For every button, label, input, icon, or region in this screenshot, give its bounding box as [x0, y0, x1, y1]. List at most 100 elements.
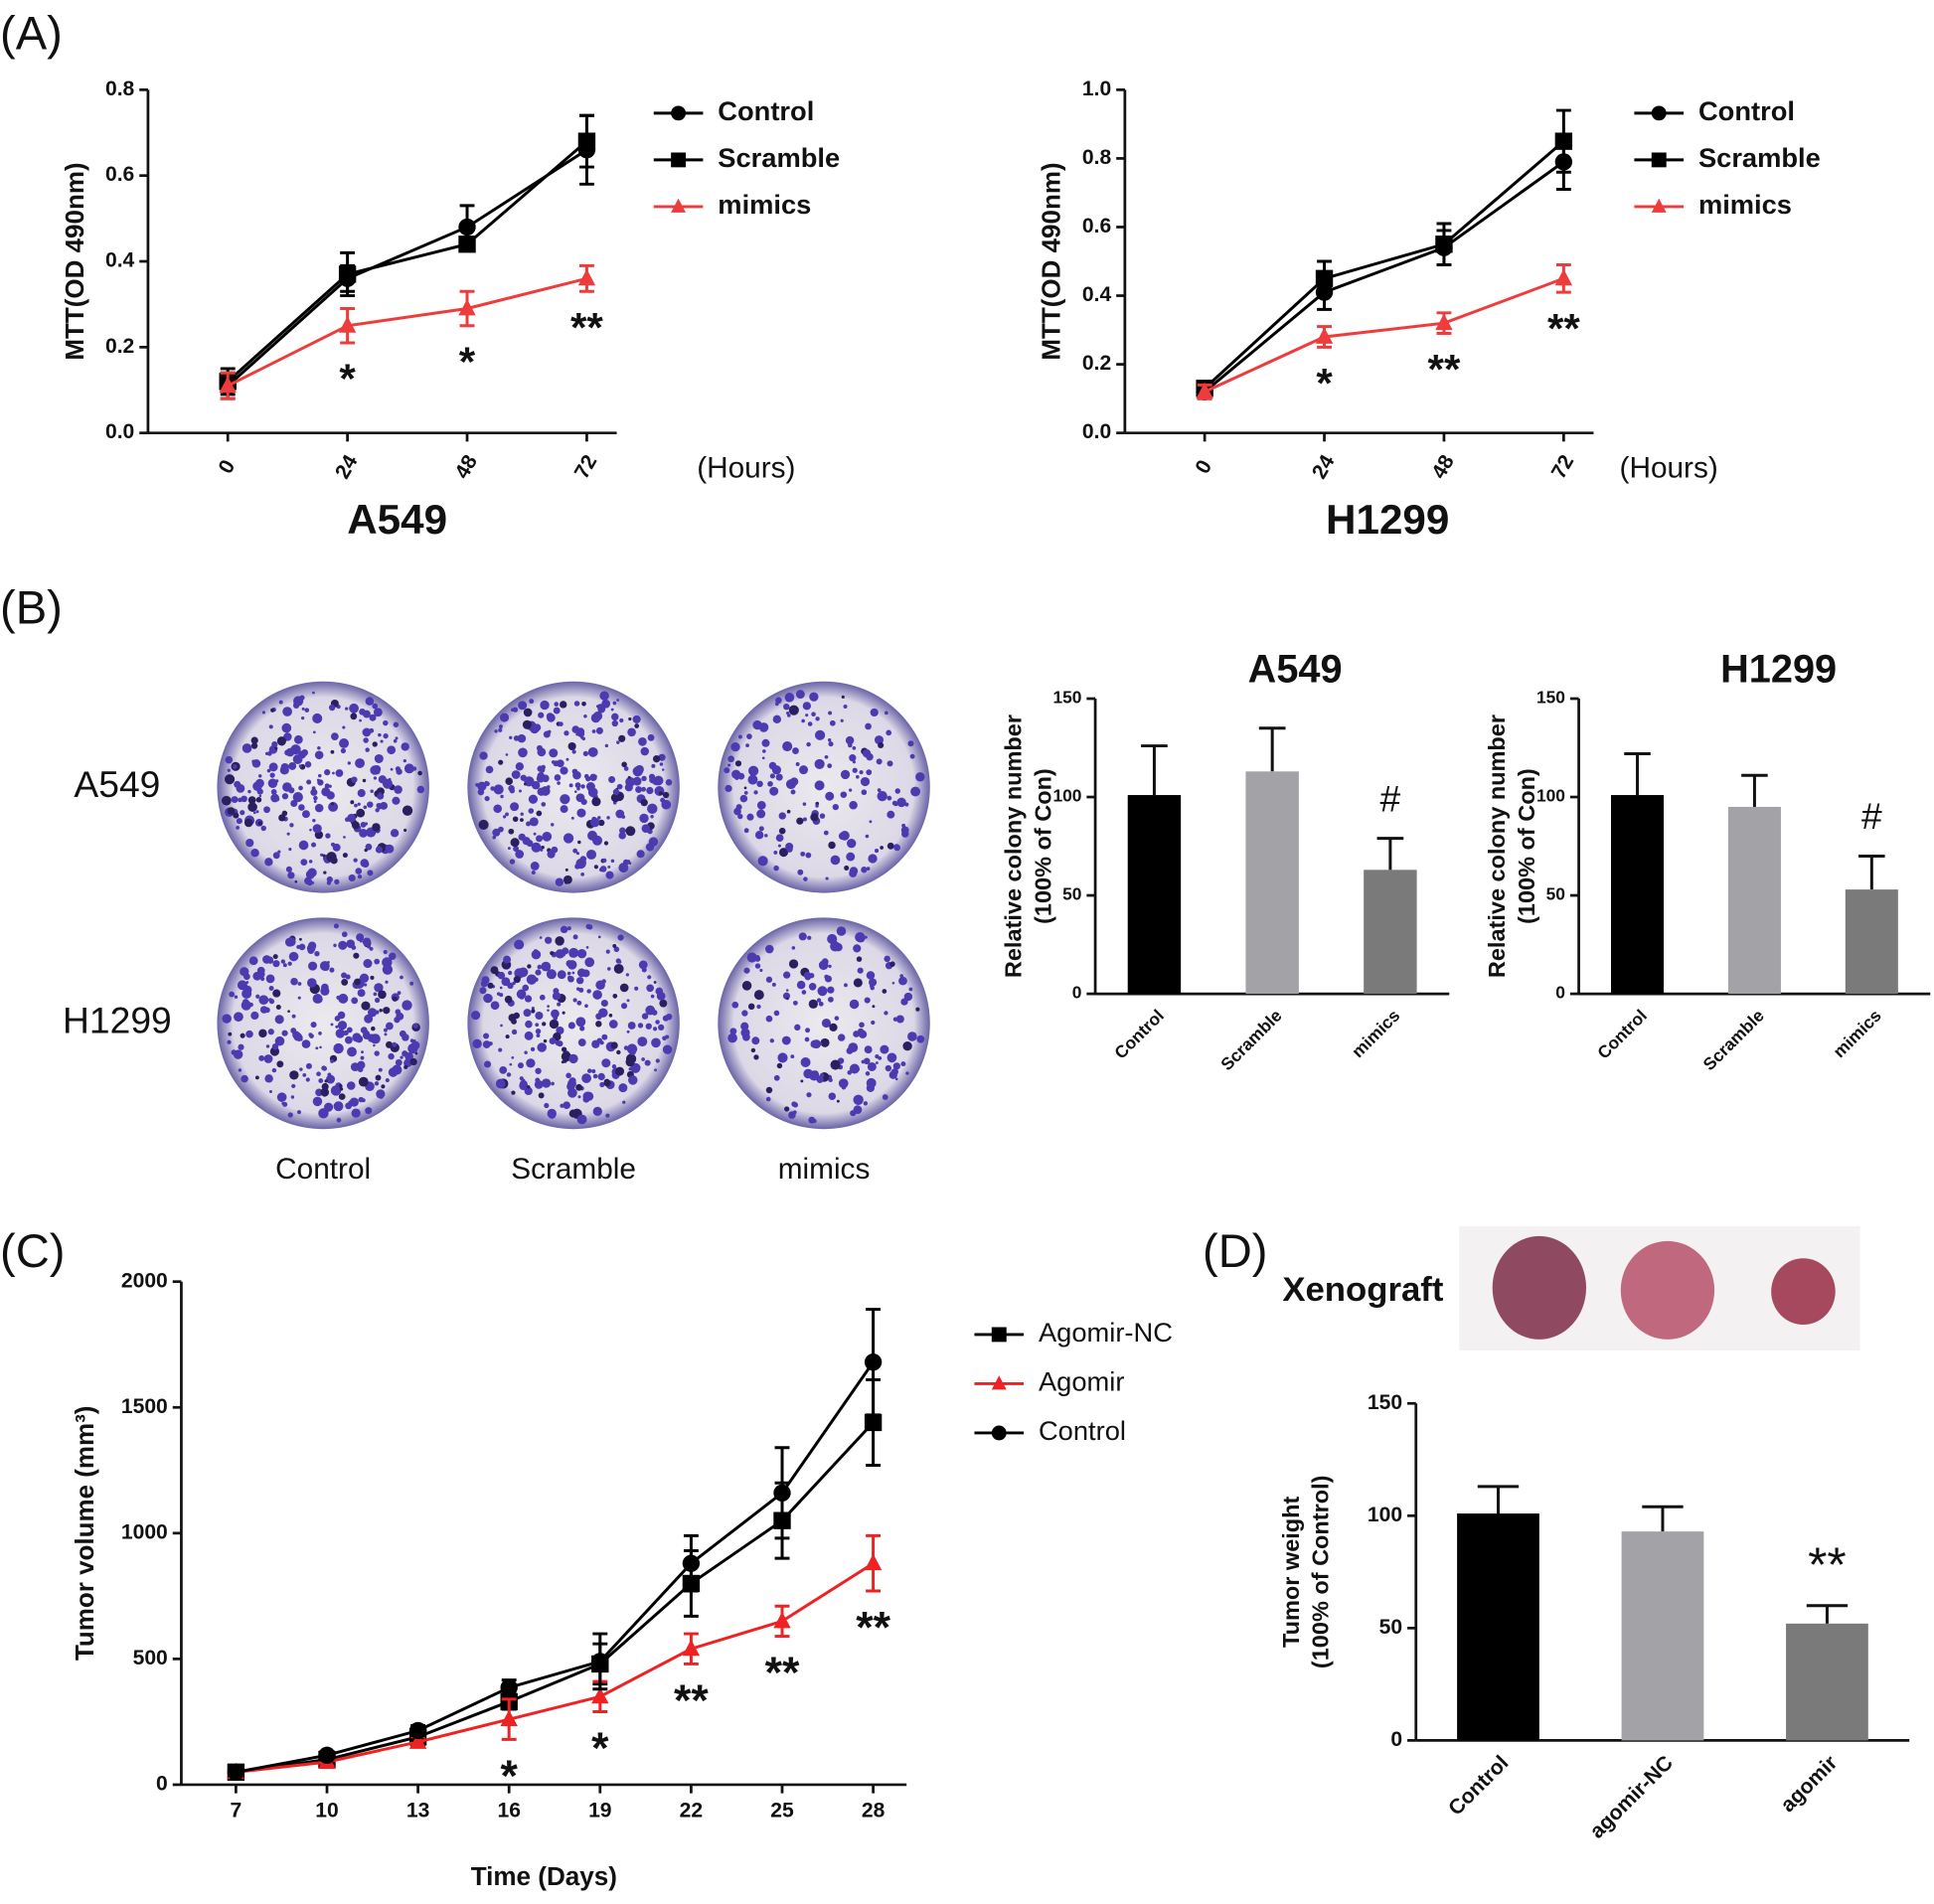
colony: [737, 813, 743, 820]
colony: [816, 998, 822, 1003]
colony: [535, 1029, 542, 1034]
colony: [618, 1083, 628, 1093]
colony: [621, 761, 627, 768]
colony: [384, 1032, 388, 1036]
colony: [840, 791, 848, 799]
colony: [830, 855, 841, 866]
y-tick-label: 50: [1062, 884, 1081, 904]
colony: [549, 1019, 560, 1030]
colony: [365, 1107, 373, 1115]
colony: [724, 767, 730, 774]
colony: [659, 791, 664, 796]
colony: [827, 933, 838, 944]
colony: [519, 1081, 529, 1091]
colony: [907, 740, 914, 747]
colony: [289, 1070, 299, 1080]
colony: [741, 981, 752, 991]
colony: [292, 792, 303, 803]
colony: [599, 866, 607, 873]
colony: [402, 1033, 409, 1041]
y-tick-label: 0.0: [1082, 420, 1111, 443]
colony: [580, 784, 585, 789]
colony: [518, 701, 528, 711]
marker: [408, 1732, 427, 1749]
colony: [338, 1093, 346, 1100]
significance: #: [1380, 777, 1401, 819]
colony: [374, 997, 381, 1004]
colony: [351, 821, 360, 830]
colony: [605, 949, 610, 954]
x-tick-label: agomir-NC: [1585, 1751, 1677, 1842]
colony: [389, 952, 397, 961]
marker: [227, 1763, 245, 1781]
colony: [580, 873, 585, 876]
colony: [806, 741, 811, 747]
colony: [482, 1040, 491, 1048]
colony: [849, 800, 858, 810]
colony: [268, 999, 275, 1005]
colony: [241, 795, 247, 803]
colony: [769, 773, 775, 779]
colony: [601, 699, 611, 709]
colony: [372, 703, 379, 710]
colony: [346, 1081, 356, 1090]
colony: [788, 705, 799, 715]
x-tick-label: 10: [315, 1800, 338, 1823]
colony: [841, 695, 845, 699]
colony: [591, 835, 603, 846]
colony: [586, 989, 591, 994]
colony: [864, 935, 868, 939]
colony: [746, 952, 757, 963]
colony: [590, 817, 600, 828]
colony-plate: [217, 681, 429, 893]
colony: [345, 1102, 353, 1110]
colony: [908, 987, 913, 992]
colony: [801, 718, 805, 723]
colony: [326, 852, 337, 863]
colony: [656, 991, 666, 1001]
colony: [301, 1039, 311, 1048]
error-bar: [1376, 837, 1404, 871]
legend-label: Control: [1039, 1415, 1126, 1446]
significance: *: [591, 1724, 609, 1773]
colony: [301, 707, 305, 711]
colony: [298, 943, 306, 951]
colony: [392, 996, 398, 1002]
colony: [581, 1073, 591, 1083]
colony: [870, 708, 879, 717]
colony: [508, 1014, 517, 1023]
colony: [312, 713, 323, 723]
colony: [627, 727, 636, 737]
colony: [247, 789, 251, 794]
colony: [545, 936, 553, 944]
colony: [792, 1110, 797, 1115]
colony: [803, 876, 808, 881]
colony: [894, 788, 900, 794]
colony: [345, 707, 349, 711]
colony: [727, 755, 734, 763]
y-tick-label: 0.4: [105, 249, 135, 272]
colony: [866, 867, 871, 871]
colony: [560, 805, 568, 814]
colony: [568, 947, 579, 958]
chart-title: A549: [347, 496, 447, 543]
colony: [791, 946, 796, 950]
colony: [527, 964, 532, 969]
colony: [530, 862, 540, 871]
colony: [268, 724, 273, 729]
colony: [535, 1077, 541, 1083]
colony: [327, 1072, 332, 1077]
y-tick-label: 100: [1052, 786, 1081, 806]
colony: [288, 787, 295, 794]
colony: [536, 835, 544, 843]
colony: [256, 788, 263, 795]
colony: [530, 1046, 536, 1052]
colony: [247, 802, 257, 812]
colony: [510, 838, 520, 848]
series-line: [227, 276, 587, 388]
colony: [417, 770, 422, 776]
colony: [612, 993, 618, 999]
colony: [475, 783, 479, 787]
colony: [351, 945, 357, 950]
colony: [606, 816, 610, 820]
